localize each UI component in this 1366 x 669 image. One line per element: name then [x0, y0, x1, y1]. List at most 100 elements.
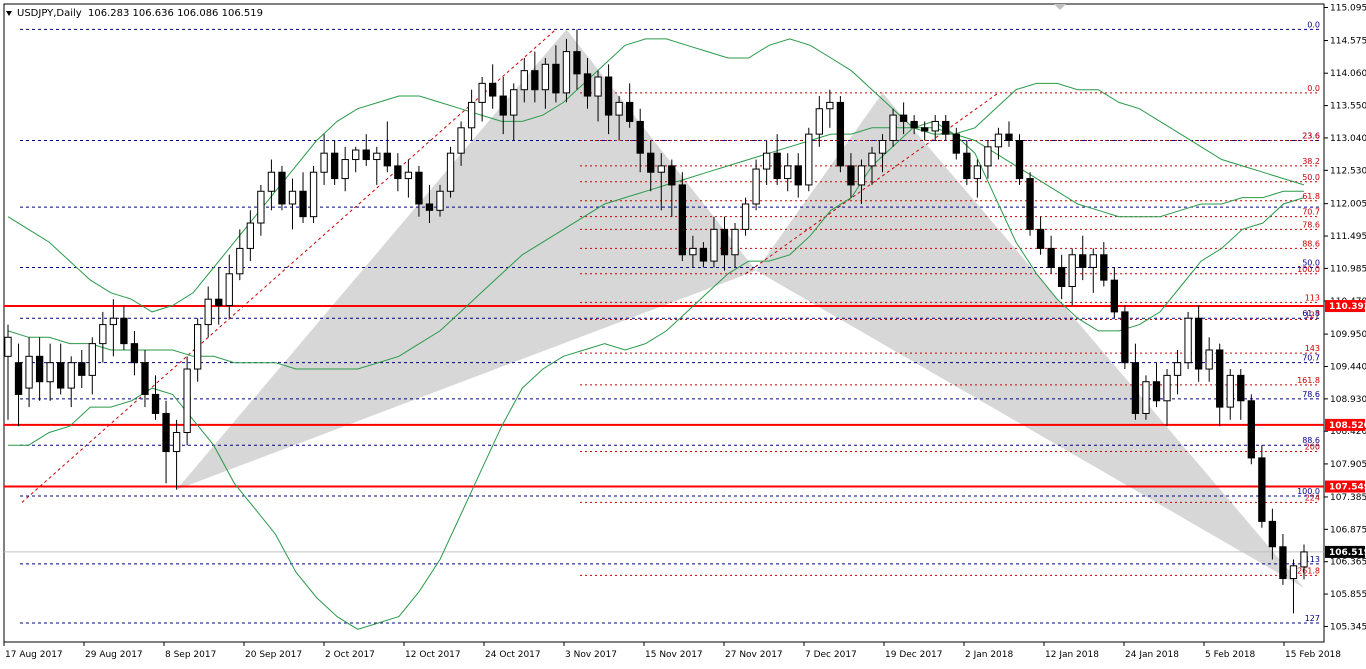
- fib-blue-label: 127: [1305, 614, 1320, 623]
- bull-candle-body: [973, 165, 982, 180]
- bollinger-bands-layer: [7, 38, 1305, 630]
- bear-candle-body: [1247, 400, 1255, 459]
- bear-candle-body: [1237, 374, 1245, 402]
- fib-red-label: 127: [1305, 311, 1320, 320]
- bull-candle-body: [236, 247, 244, 275]
- bull-candle-body: [657, 165, 665, 173]
- bear-candle-body: [910, 120, 918, 129]
- bull-candle-body: [404, 171, 413, 180]
- bear-candle-body: [794, 165, 802, 186]
- bear-candle-body: [499, 95, 507, 116]
- y-tick-label: 109.950: [1330, 330, 1366, 340]
- x-tick-label: 8 Sep 2017: [165, 650, 216, 660]
- bear-candle-body: [120, 317, 128, 345]
- y-tick-label: 112.005: [1330, 200, 1366, 210]
- bull-candle-body: [731, 228, 739, 256]
- x-tick-label: 12 Oct 2017: [405, 650, 461, 660]
- x-tick-label: 29 Aug 2017: [85, 650, 143, 660]
- bear-candle-body: [141, 362, 149, 395]
- candles-layer: [4, 29, 1308, 614]
- bear-candle-body: [836, 101, 845, 167]
- bollinger-upper-band: [7, 38, 1305, 313]
- bull-candle-body: [1300, 551, 1308, 568]
- bear-candle-body: [1216, 349, 1224, 408]
- bear-candle-body: [699, 247, 708, 262]
- bear-candle-body: [668, 165, 676, 186]
- menu-arrow-icon[interactable]: [6, 11, 12, 16]
- bull-candle-body: [826, 101, 834, 110]
- x-tick-label: 27 Nov 2017: [725, 650, 783, 660]
- x-tick-label: 2 Jan 2018: [965, 650, 1013, 660]
- bull-candle-body: [889, 114, 897, 141]
- bear-candle-body: [383, 152, 391, 167]
- bull-candle-body: [457, 127, 465, 154]
- bear-candle-body: [162, 412, 170, 453]
- bear-candle-body: [625, 101, 634, 122]
- bear-candle-body: [1079, 254, 1087, 268]
- bull-candle-body: [467, 101, 476, 129]
- x-axis: 17 Aug 2017 29 Aug 2017 8 Sep 2017 20 Sep 2…: [3, 642, 1341, 660]
- bear-candle-body: [942, 120, 950, 135]
- fib-red-label: 261.8: [1297, 566, 1320, 575]
- bull-candle-body: [710, 228, 718, 262]
- bear-candle-body: [573, 51, 581, 75]
- bull-candle-body: [446, 152, 455, 192]
- harmonic-pattern-layer: [21, 29, 1304, 589]
- bear-candle-body: [57, 362, 65, 389]
- y-tick-label: 114.575: [1330, 37, 1366, 47]
- bear-candle-body: [415, 171, 423, 205]
- support-lines-layer: [4, 305, 1324, 553]
- bear-candle-body: [278, 171, 286, 205]
- y-tick-label: 109.440: [1330, 362, 1366, 372]
- y-tick-label: 108.420: [1330, 427, 1366, 437]
- bull-candle-body: [288, 190, 297, 205]
- bear-candle-body: [1194, 317, 1203, 370]
- bull-candle-body: [594, 76, 602, 97]
- bull-candle-body: [99, 324, 107, 345]
- bear-candle-body: [1036, 228, 1045, 249]
- bull-candle-body: [1226, 374, 1234, 408]
- level-price-label: 110.392: [1329, 302, 1366, 312]
- bear-candle-body: [1152, 381, 1161, 402]
- bear-candle-body: [921, 127, 929, 132]
- pattern-bcd-triangle: [756, 92, 1304, 589]
- bear-candle-body: [636, 120, 644, 154]
- bull-candle-body: [183, 368, 191, 434]
- fib-blue-label: 0.0: [1307, 20, 1320, 29]
- y-tick-label: 108.930: [1330, 395, 1366, 405]
- bear-candle-body: [552, 63, 560, 94]
- bull-candle-body: [1089, 254, 1097, 268]
- y-tick-label: 107.905: [1330, 460, 1366, 470]
- fib-red-label: 50.0: [1302, 173, 1320, 182]
- bear-candle-body: [1268, 520, 1277, 548]
- y-tick-label: 107.385: [1330, 493, 1366, 503]
- bear-candle-body: [1026, 178, 1034, 230]
- bull-candle-body: [25, 355, 33, 389]
- y-tick-label: 110.985: [1330, 264, 1366, 274]
- y-tick-label: 105.855: [1330, 590, 1366, 600]
- fib-red-label: 61.8: [1302, 192, 1320, 201]
- bull-candle-body: [204, 298, 212, 326]
- fib-blue-label: 78.6: [1302, 390, 1320, 399]
- x-tick-label: 7 Dec 2017: [805, 650, 857, 660]
- bull-candle-body: [762, 152, 771, 170]
- bear-candle-body: [963, 152, 971, 180]
- current-price-label: 106.519: [1329, 548, 1366, 558]
- current-price-tag: [1325, 545, 1365, 558]
- bear-candle-body: [35, 355, 44, 383]
- bull-candle-body: [520, 70, 528, 91]
- bear-candle-body: [489, 82, 497, 97]
- x-tick-label: 15 Feb 2018: [1285, 650, 1341, 660]
- bear-candle-body: [773, 152, 781, 180]
- chart-shift-icon[interactable]: [1054, 4, 1066, 10]
- bull-candle-body: [193, 324, 202, 370]
- bull-candle-body: [172, 432, 181, 453]
- bull-candle-body: [984, 146, 992, 167]
- bear-candle-body: [952, 133, 960, 154]
- bear-candle-body: [215, 298, 223, 307]
- y-tick-label: 115.095: [1330, 3, 1366, 13]
- bear-candle-body: [1121, 311, 1129, 364]
- bull-candle-body: [4, 336, 12, 357]
